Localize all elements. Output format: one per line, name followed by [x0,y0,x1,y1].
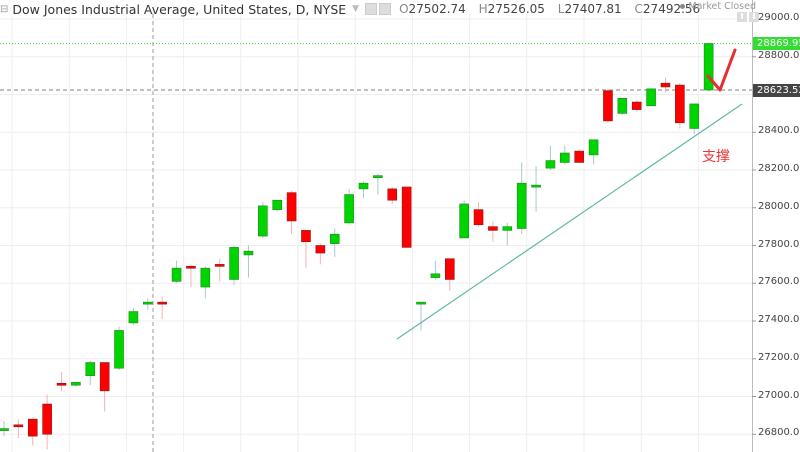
candle[interactable] [272,199,283,212]
candle[interactable] [444,258,455,291]
price-axis-label: 27600.00 [758,276,800,288]
price-axis-label: 28000.00 [758,200,800,212]
candle[interactable] [301,230,311,269]
candle[interactable] [99,362,110,412]
price-axis-label: 27800.00 [758,238,800,250]
candle[interactable] [27,417,38,446]
collapse-legend-icon[interactable]: ⊟ [0,3,9,15]
symbol-title[interactable]: Dow Jones Industrial Average, United Sta… [12,1,347,17]
price-axis-label: 27000.00 [758,389,800,401]
price-axis-label: 26800.00 [758,427,800,439]
candle[interactable] [85,360,96,386]
candle[interactable] [617,97,628,116]
candle[interactable] [186,264,196,288]
price-axis-label: 28800.00 [758,49,800,61]
candle[interactable] [631,100,642,112]
candle[interactable] [214,258,225,282]
price-axis-label: 27400.00 [758,314,800,325]
candle[interactable] [516,162,527,235]
candle[interactable] [358,181,369,199]
support-trendline[interactable] [396,103,743,340]
candle[interactable] [416,301,426,331]
price-axis-label: 29000.00 [758,12,800,23]
scroll-buttons: ⬆ ⬇ [737,12,759,22]
last-price-tag: 28869.95 [753,37,800,51]
candle[interactable] [200,266,211,299]
visibility-toggle-icon[interactable] [379,3,392,15]
candle[interactable] [243,245,254,278]
candle[interactable] [0,421,9,437]
close-key: C [634,2,643,16]
low-value: 27407.81 [564,2,622,16]
high-value: 27526.05 [487,2,545,16]
close-value: 27492.56 [642,2,701,16]
price-axis-label: 28400.00 [758,125,800,137]
candle[interactable] [286,190,297,235]
candle[interactable] [143,298,153,310]
candle[interactable] [660,77,671,93]
candle[interactable] [373,173,383,195]
open-key: O [399,2,409,16]
price-axis-label: 28200.00 [758,163,800,174]
chart-legend: ⊟ Dow Jones Industrial Average, United S… [0,1,709,17]
candle[interactable] [258,202,268,238]
candle[interactable] [603,88,613,123]
scroll-up-button[interactable]: ⬆ [737,12,747,22]
candle[interactable] [329,228,340,257]
settings-toggle-icon[interactable] [365,3,378,15]
ohlc-values: O27502.74 H27526.05 L27407.81 C27492.56 [399,2,709,16]
checkmark-annotation[interactable] [706,48,737,92]
status-dot-icon [680,4,686,9]
open-value: 27502.74 [408,2,466,16]
candle[interactable] [588,139,599,165]
support-annotation-label[interactable]: 支撑 [702,149,730,165]
candle[interactable] [315,243,326,265]
candle[interactable] [531,166,541,212]
high-key: H [478,2,488,16]
candle[interactable] [646,88,656,107]
candle[interactable] [574,149,585,163]
candle[interactable] [488,220,498,242]
candle[interactable] [387,186,398,204]
crosshair-price-tag: 28623.52 [753,83,800,97]
candle[interactable] [157,296,167,320]
candle[interactable] [56,371,67,391]
candle[interactable] [71,382,81,388]
scroll-down-button[interactable]: ⬇ [749,12,759,22]
price-axis-label: 27200.00 [758,351,800,363]
candle[interactable] [42,394,52,450]
chevron-down-icon[interactable]: ▼ [352,4,360,14]
candle[interactable] [430,260,441,280]
candle[interactable] [473,202,484,227]
candle[interactable] [502,222,513,246]
candle[interactable] [675,83,685,129]
candle[interactable] [459,200,469,239]
candle[interactable] [114,326,124,371]
candle[interactable] [171,260,182,284]
candle[interactable] [128,307,139,325]
market-status-text: Market Closed [688,1,756,12]
candle[interactable] [344,188,354,225]
candle[interactable] [703,43,714,91]
candle[interactable] [13,419,24,439]
candle[interactable] [229,245,239,286]
market-status: Market Closed [680,1,756,12]
candle[interactable] [401,186,412,248]
candle[interactable] [689,103,700,135]
candle[interactable] [545,145,556,170]
low-key: L [557,2,565,16]
candle[interactable] [560,145,570,165]
